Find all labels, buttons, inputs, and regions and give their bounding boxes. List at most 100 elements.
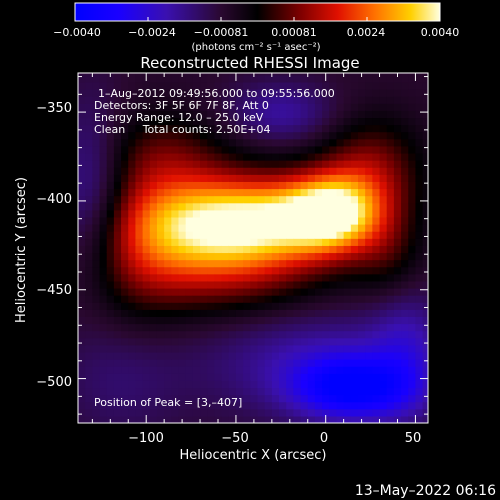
heatmap-cell [379, 152, 388, 161]
heatmap-cell [106, 202, 115, 211]
heatmap-cell [156, 202, 165, 211]
heatmap-cell [336, 74, 345, 83]
heatmap-cell [85, 224, 93, 232]
heatmap-cell [106, 238, 115, 246]
heatmap-cell [343, 195, 352, 204]
heatmap-cell [408, 138, 417, 147]
heatmap-cell [106, 309, 115, 317]
heatmap-cell [243, 344, 251, 353]
heatmap-cell [365, 330, 373, 339]
heatmap-cell [156, 160, 165, 168]
heatmap-cell [221, 252, 230, 261]
heatmap-cell [408, 337, 417, 346]
heatmap-cell [393, 160, 402, 168]
heatmap-cell [214, 359, 223, 367]
heatmap-cell [207, 359, 216, 367]
heatmap-cell [415, 131, 424, 140]
heatmap-cell [171, 273, 180, 282]
heatmap-cell [214, 231, 223, 239]
heatmap-cell [271, 224, 280, 232]
heatmap-cell [358, 344, 366, 353]
heatmap-cell [329, 287, 338, 296]
heatmap-cell [379, 359, 388, 367]
heatmap-cell [307, 138, 316, 147]
heatmap-cell [192, 174, 201, 182]
heatmap-cell [401, 216, 409, 225]
heatmap-cell [243, 401, 251, 410]
heatmap-cell [221, 131, 230, 140]
heatmap-cell [379, 309, 388, 317]
heatmap-cell [386, 366, 395, 374]
heatmap-cell [178, 145, 187, 154]
heatmap-cell [185, 273, 194, 282]
heatmap-cell [300, 380, 309, 389]
heatmap-cell [171, 209, 180, 218]
heatmap-cell [243, 167, 251, 175]
heatmap-cell [106, 323, 115, 332]
heatmap-cell [128, 280, 137, 289]
heatmap-cell [314, 202, 323, 211]
heatmap-cell [307, 351, 316, 360]
heatmap-cell [78, 245, 86, 254]
heatmap-cell [185, 110, 194, 119]
heatmap-cell [401, 96, 409, 104]
heatmap-cell [92, 231, 101, 239]
heatmap-cell [221, 330, 230, 339]
heatmap-cell [343, 145, 352, 154]
heatmap-cell [207, 231, 216, 239]
heatmap-cell [207, 401, 216, 410]
heatmap-cell [178, 259, 187, 268]
heatmap-cell [149, 238, 158, 246]
heatmap-cell [113, 408, 122, 417]
heatmap-cell [358, 131, 366, 140]
heatmap-cell [85, 394, 93, 403]
heatmap-cell [207, 408, 216, 417]
heatmap-cell [336, 415, 345, 423]
heatmap-cell [401, 344, 409, 353]
heatmap-cell [379, 145, 388, 154]
heatmap-cell [99, 309, 108, 317]
heatmap-cell [149, 124, 158, 133]
heatmap-cell [156, 415, 165, 423]
heatmap-cell [365, 209, 373, 218]
heatmap-cell [228, 181, 237, 190]
heatmap-cell [271, 238, 280, 246]
heatmap-cell [264, 287, 273, 296]
heatmap-cell [121, 181, 129, 190]
heatmap-cell [250, 117, 259, 126]
heatmap-cell [393, 216, 402, 225]
heatmap-cell [113, 145, 122, 154]
heatmap-cell [78, 145, 86, 154]
colorbar-ticks [74, 17, 441, 21]
plot-frame [77, 72, 429, 424]
heatmap-cell [336, 181, 345, 190]
heatmap-cell [214, 88, 223, 97]
heatmap-cell [286, 131, 294, 140]
heatmap-cell [365, 88, 373, 97]
heatmap-cell [329, 366, 338, 374]
heatmap-cell [300, 73, 309, 76]
heatmap-cell [415, 88, 424, 97]
heatmap-cell [343, 117, 352, 126]
heatmap-cell [379, 181, 388, 190]
heatmap-cell [379, 330, 388, 339]
heatmap-cell [207, 273, 216, 282]
heatmap-cell [350, 359, 359, 367]
heatmap-cell [92, 138, 101, 147]
heatmap-cell [207, 351, 216, 360]
heatmap-cell [99, 408, 108, 417]
heatmap-cell [336, 202, 345, 211]
heatmap-cell [271, 415, 280, 423]
heatmap-cell [286, 259, 294, 268]
heatmap-cell [314, 387, 323, 396]
heatmap-cell [113, 181, 122, 190]
heatmap-cell [235, 273, 244, 282]
heatmap-cell [113, 359, 122, 367]
heatmap-cell [415, 266, 424, 275]
heatmap-cell [128, 245, 137, 254]
heatmap-cell [365, 401, 373, 410]
heatmap-cell [113, 387, 122, 396]
heatmap-cell [221, 124, 230, 133]
heatmap-cell [99, 195, 108, 204]
heatmap-cell [99, 181, 108, 190]
